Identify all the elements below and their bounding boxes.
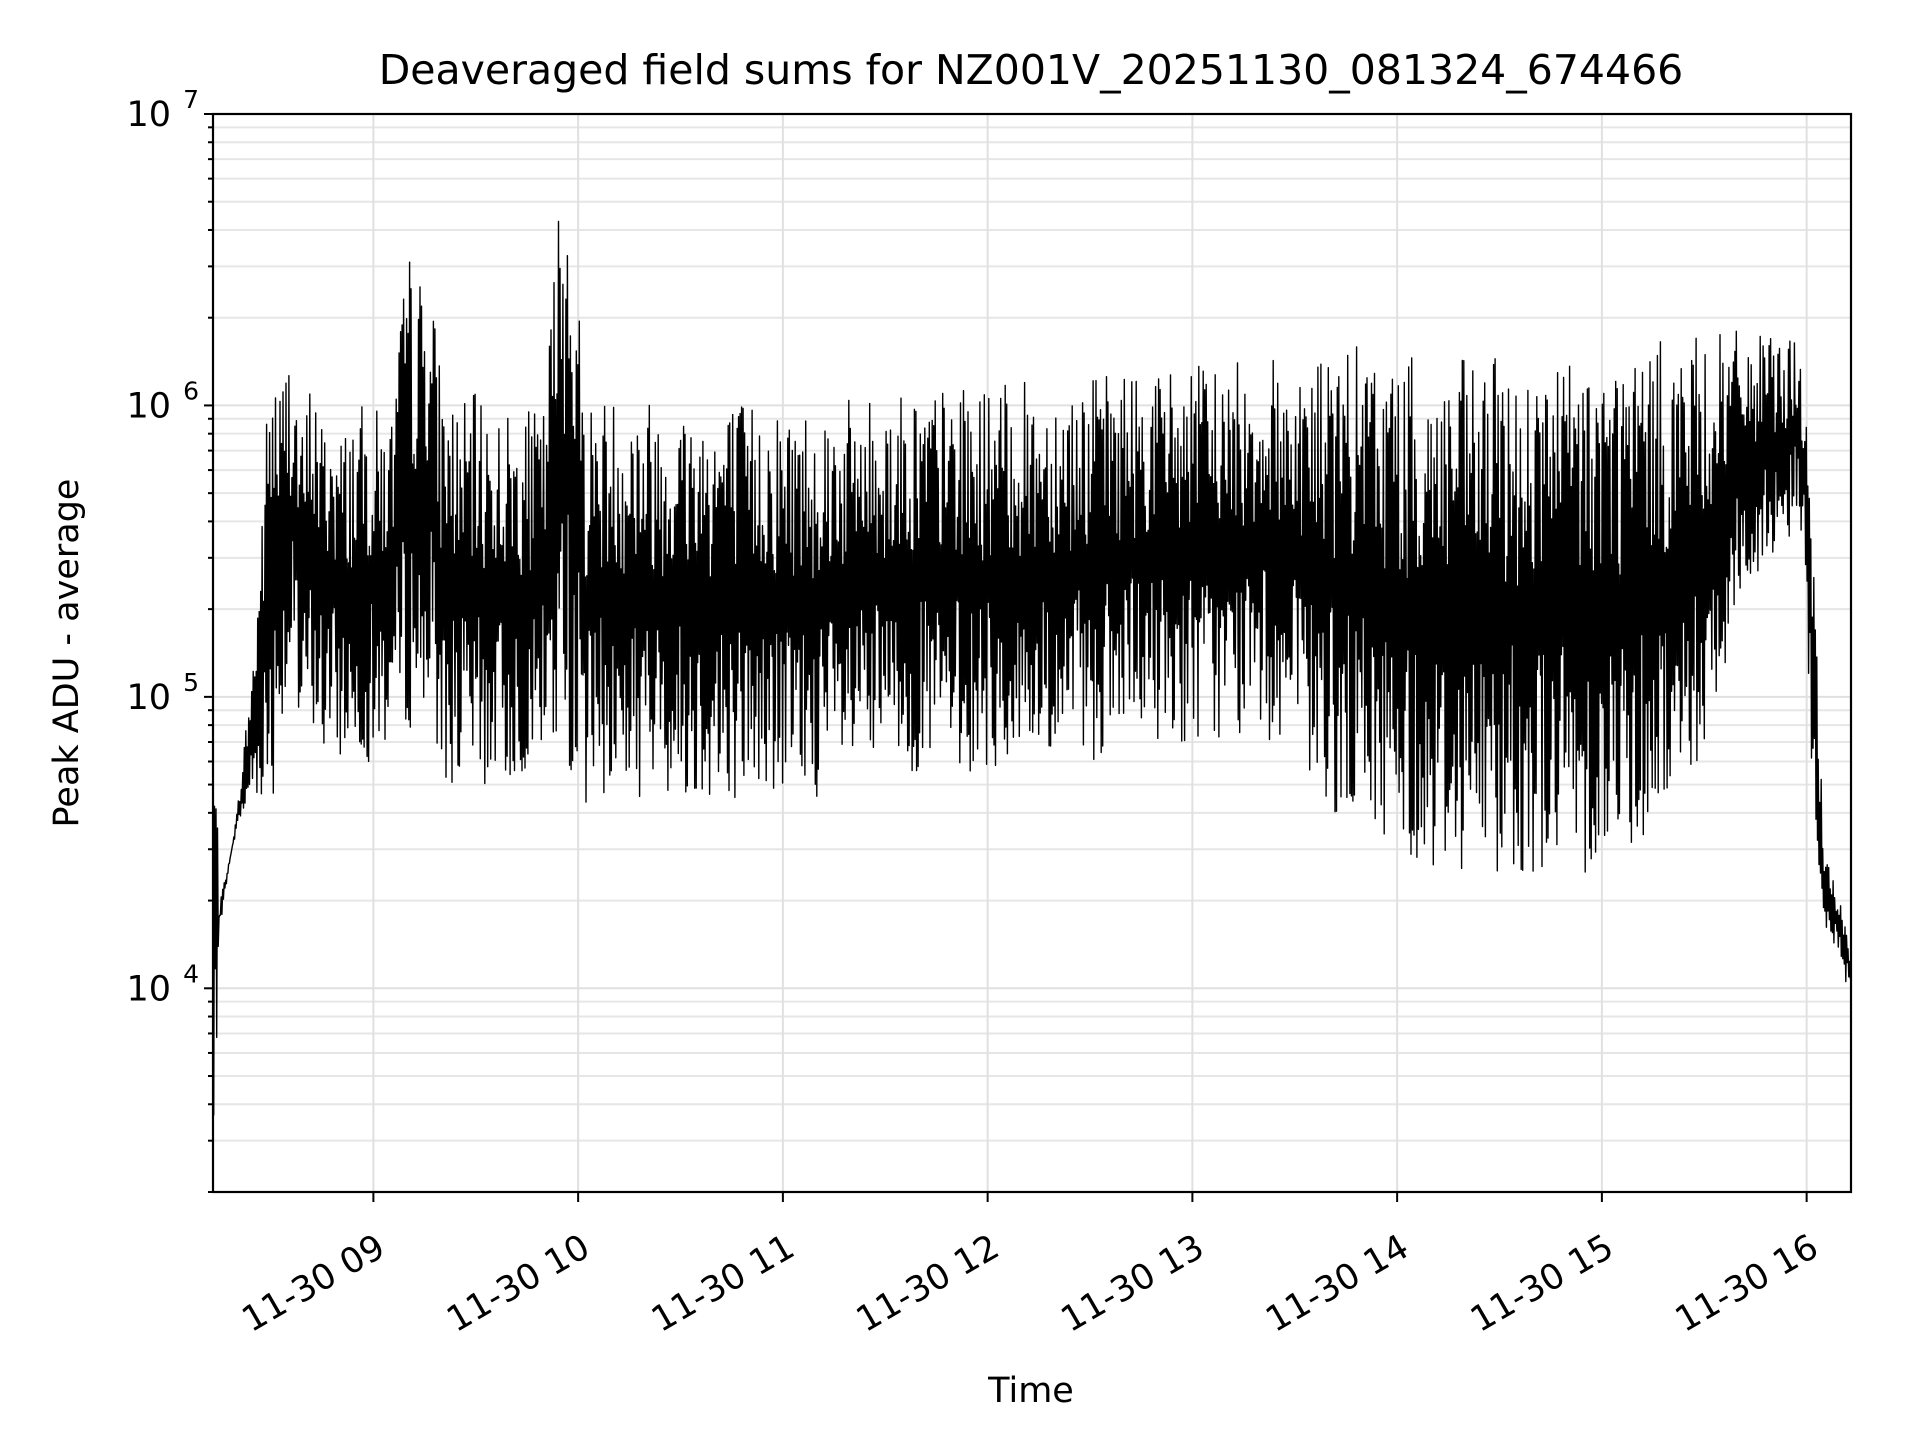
y-tick-exponent: 7 bbox=[183, 85, 199, 114]
series-line bbox=[212, 220, 1852, 1116]
chart-title: Deaveraged field sums for NZ001V_2025113… bbox=[379, 46, 1684, 94]
x-tick-label: 11-30 10 bbox=[440, 1227, 596, 1340]
x-tick-label: 11-30 15 bbox=[1464, 1227, 1620, 1340]
x-tick-label: 11-30 13 bbox=[1055, 1227, 1211, 1340]
x-tick-label: 11-30 12 bbox=[850, 1227, 1006, 1340]
x-axis-label: Time bbox=[987, 1371, 1074, 1411]
y-tick-exponent: 4 bbox=[183, 959, 199, 988]
x-tick-label: 11-30 14 bbox=[1259, 1227, 1415, 1340]
y-tick-label: 10 bbox=[126, 95, 171, 135]
y-tick-exponent: 6 bbox=[183, 376, 199, 405]
tick-layer: 10 4 10 5 10 6 10 7 11-30 09 11-30 10 11-30 11 11-3… bbox=[126, 85, 1825, 1340]
y-tick-label: 10 bbox=[126, 386, 171, 426]
x-tick-label: 11-30 11 bbox=[645, 1227, 801, 1340]
x-tick-label: 11-30 09 bbox=[236, 1227, 392, 1340]
y-tick-exponent: 5 bbox=[183, 668, 199, 697]
x-tick-label: 11-30 16 bbox=[1669, 1227, 1825, 1340]
y-axis-label: Peak ADU - average bbox=[47, 479, 87, 828]
plot-frame bbox=[211, 112, 1853, 1194]
y-tick-label: 10 bbox=[126, 969, 171, 1009]
y-tick-label: 10 bbox=[126, 678, 171, 718]
data-layer bbox=[212, 220, 1852, 1116]
